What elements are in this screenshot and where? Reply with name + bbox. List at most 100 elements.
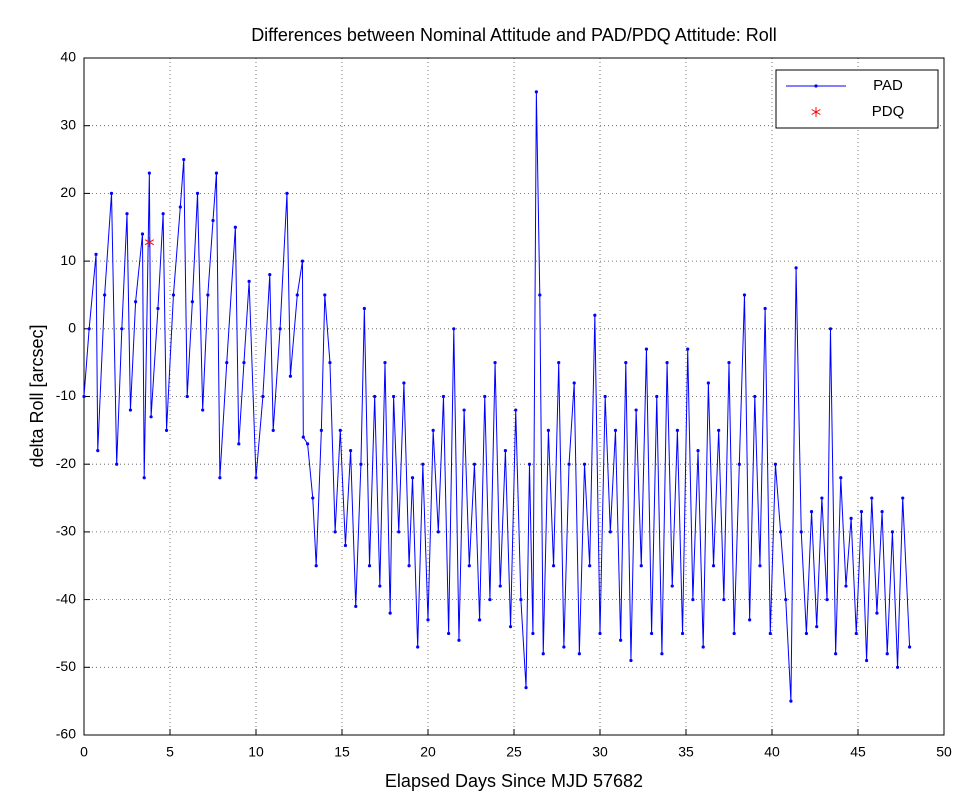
y-tick-label: -20 xyxy=(56,455,76,471)
data-point xyxy=(206,293,210,297)
x-tick-label: 0 xyxy=(80,744,88,760)
data-point xyxy=(211,218,215,223)
data-point xyxy=(178,205,182,209)
x-tick-label: 5 xyxy=(166,744,174,760)
data-point xyxy=(691,598,695,602)
data-point xyxy=(128,408,133,412)
data-point xyxy=(242,361,246,365)
data-point xyxy=(809,509,814,514)
data-point xyxy=(349,449,353,453)
data-point xyxy=(639,564,643,568)
data-point xyxy=(613,428,618,432)
data-point xyxy=(447,631,451,636)
data-point xyxy=(149,415,153,419)
data-point xyxy=(665,361,669,365)
asterisk-stroke xyxy=(144,239,154,246)
legend-label: PAD xyxy=(873,77,903,94)
data-point xyxy=(865,658,869,663)
data-point xyxy=(254,476,258,480)
data-point xyxy=(789,699,793,703)
chart-title: Differences between Nominal Attitude and… xyxy=(251,25,777,45)
data-point xyxy=(660,652,664,656)
data-point xyxy=(319,428,323,432)
y-tick-label: 0 xyxy=(68,320,76,336)
data-point xyxy=(300,259,305,263)
data-point xyxy=(519,598,523,602)
data-point xyxy=(144,237,154,248)
data-point xyxy=(650,631,654,636)
data-point xyxy=(717,428,721,432)
data-point xyxy=(295,293,299,297)
data-point xyxy=(859,509,864,514)
data-point xyxy=(362,306,366,311)
data-point xyxy=(115,462,119,466)
x-tick-label: 40 xyxy=(764,744,780,760)
data-point xyxy=(261,394,265,399)
y-tick-label: 20 xyxy=(60,184,76,200)
data-point xyxy=(237,442,241,446)
data-point xyxy=(214,171,219,175)
data-point xyxy=(742,293,747,297)
data-point xyxy=(527,462,532,466)
data-point xyxy=(557,361,561,365)
data-point xyxy=(225,361,229,365)
data-point xyxy=(624,361,628,365)
x-tick-label: 35 xyxy=(678,744,694,760)
data-point xyxy=(722,598,726,602)
data-point xyxy=(895,665,900,669)
data-point xyxy=(634,408,638,412)
data-point xyxy=(820,496,824,500)
data-point xyxy=(890,530,895,534)
data-point xyxy=(834,652,838,656)
data-point xyxy=(156,306,160,311)
data-point xyxy=(120,327,124,331)
data-point xyxy=(190,300,194,304)
data-point xyxy=(452,327,456,331)
data-point xyxy=(711,564,716,568)
data-point xyxy=(373,394,377,399)
data-point xyxy=(96,449,100,453)
data-point xyxy=(407,564,411,568)
data-point xyxy=(354,604,358,608)
data-point xyxy=(142,476,146,480)
data-point xyxy=(271,428,275,432)
y-axis-label: delta Roll [arcsec] xyxy=(27,324,47,467)
data-point xyxy=(546,428,551,432)
data-point xyxy=(686,347,690,351)
data-point xyxy=(285,191,289,195)
x-tick-label: 45 xyxy=(850,744,866,760)
data-point xyxy=(87,327,91,331)
data-point xyxy=(567,462,571,466)
data-point xyxy=(125,212,129,216)
data-point xyxy=(441,394,446,399)
data-point xyxy=(82,394,86,399)
data-point xyxy=(416,645,420,649)
data-point xyxy=(908,645,912,649)
data-point xyxy=(727,361,731,365)
data-point xyxy=(467,564,471,568)
data-point xyxy=(140,232,145,236)
data-point xyxy=(134,300,138,304)
x-tick-label: 25 xyxy=(506,744,522,760)
data-point xyxy=(655,394,659,399)
data-point xyxy=(488,598,492,602)
asterisk-stroke xyxy=(811,109,821,115)
data-point xyxy=(577,652,581,656)
data-point xyxy=(378,584,382,588)
data-point xyxy=(825,598,829,602)
data-point xyxy=(388,611,392,615)
data-point xyxy=(233,225,237,229)
y-tick-label: -10 xyxy=(56,387,76,403)
data-point xyxy=(779,530,783,534)
data-point xyxy=(763,306,767,311)
x-tick-label: 15 xyxy=(334,744,350,760)
data-point xyxy=(508,625,513,629)
data-point xyxy=(768,631,772,636)
data-point xyxy=(218,476,222,480)
data-point xyxy=(161,212,165,216)
data-point xyxy=(885,652,889,656)
data-point xyxy=(314,564,318,568)
data-point xyxy=(875,611,879,615)
data-point xyxy=(773,462,778,466)
y-tick-label: 40 xyxy=(60,49,76,65)
